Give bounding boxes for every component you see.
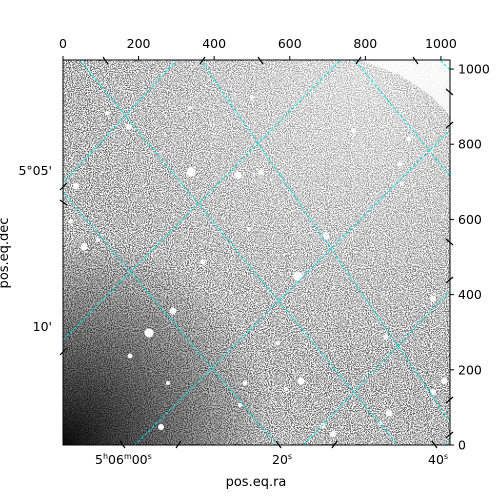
star-4: [80, 243, 88, 251]
star-21: [200, 259, 206, 265]
star-26: [247, 227, 251, 231]
star-13: [258, 169, 264, 175]
star-29: [250, 95, 254, 99]
star-23: [441, 378, 447, 384]
star-31: [166, 381, 170, 385]
right-tick-label-800: 800: [458, 137, 482, 152]
grid-line-3: [303, 290, 450, 445]
star-15: [397, 161, 403, 167]
grid-line-5: [63, 191, 278, 445]
ra-label-20s: 20s: [272, 452, 292, 467]
star-10: [126, 124, 132, 130]
star-27: [69, 219, 73, 223]
dec-label-10m: 10': [33, 319, 52, 334]
grid-line-6: [78, 60, 399, 445]
image-area: [63, 60, 450, 445]
right-tick-label-600: 600: [458, 212, 482, 227]
star-32: [284, 387, 288, 391]
wcs-frame-ticks: [59, 56, 454, 449]
star-7: [297, 377, 305, 385]
top-tick-label-0: 0: [59, 36, 67, 51]
star-14: [351, 128, 357, 134]
star-field: [69, 95, 447, 437]
star-25: [276, 341, 280, 345]
star-20: [127, 353, 133, 359]
star-16: [406, 136, 412, 142]
star-9: [430, 296, 436, 302]
ra-label-5h06m00s: 5h06m00s: [95, 452, 152, 467]
star-1: [234, 171, 242, 179]
right-pixel-axis: 0 200 400 600 800 1000: [450, 62, 490, 453]
top-tick-label-200: 200: [127, 36, 151, 51]
right-tick-label-200: 200: [458, 362, 482, 377]
grid-line-1: [63, 60, 342, 341]
star-36: [96, 238, 100, 242]
right-tick-label-1000: 1000: [458, 62, 490, 77]
ra-label-40s: 40s: [428, 452, 448, 467]
star-12: [73, 183, 79, 189]
right-tick-label-400: 400: [458, 287, 482, 302]
star-6: [322, 232, 330, 240]
dec-label-5d05m: 5°05': [18, 163, 52, 178]
y-axis-title: pos.eq.dec: [0, 218, 12, 289]
star-2: [293, 271, 303, 281]
star-17: [242, 380, 248, 386]
right-tick-label-0: 0: [458, 438, 466, 453]
star-33: [238, 403, 242, 407]
grid-line-7: [200, 60, 450, 422]
star-5: [169, 307, 177, 315]
star-30: [188, 106, 192, 110]
star-19: [320, 423, 326, 429]
star-28: [105, 111, 109, 115]
star-11: [158, 424, 164, 430]
top-pixel-axis: 0 200 400 600 800 1000: [59, 36, 457, 60]
star-35: [400, 182, 404, 186]
x-axis-title: pos.eq.ra: [226, 475, 287, 490]
coordinate-grid: [63, 60, 450, 445]
star-18: [330, 431, 336, 437]
grid-line-8: [354, 60, 450, 177]
grid-line-2: [134, 129, 450, 445]
star-3: [144, 328, 154, 338]
star-8: [385, 409, 393, 417]
star-0: [186, 167, 196, 177]
star-22: [383, 334, 389, 340]
top-tick-label-600: 600: [278, 36, 302, 51]
top-tick-label-800: 800: [353, 36, 377, 51]
top-tick-label-1000: 1000: [425, 36, 457, 51]
top-tick-label-400: 400: [202, 36, 226, 51]
grid-line-0: [63, 60, 178, 184]
plot-frame: [62, 59, 451, 446]
